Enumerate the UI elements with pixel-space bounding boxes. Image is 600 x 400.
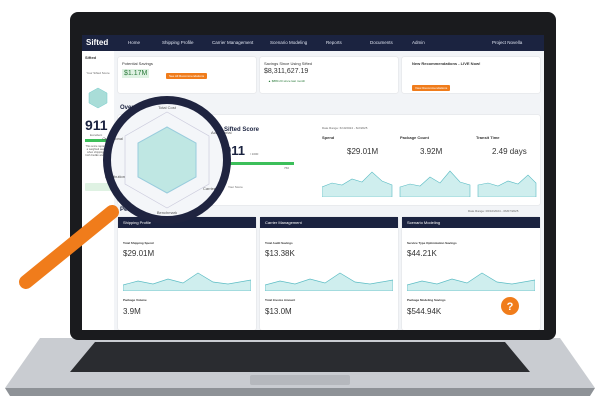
button[interactable]: View Recommendations [412,85,451,91]
nav-item[interactable]: Home [128,40,141,45]
button[interactable]: See All Recommendations [166,73,208,79]
score-label: Your Sifted Score [86,71,110,75]
sparkline [123,272,251,291]
radar-grid [124,111,210,209]
radar [137,126,197,194]
trackpad [250,375,350,385]
sparkline [265,272,393,291]
score-title: Sifted Score [224,127,260,133]
score-max: / 1000 [250,152,259,156]
perf-card-title[interactable]: Carrier Management [260,217,398,228]
metric-value: 3.9M [123,307,141,316]
sidebar-widget [85,183,111,191]
metric-label: Package Modeling Savings [407,298,446,302]
nav-item[interactable]: Scenario Modeling [270,40,308,45]
metric-label: Total Audit Savings [265,241,293,245]
user[interactable]: Project Novella [492,40,523,45]
keyboard [70,342,530,372]
magnifier-handle [19,205,119,289]
sidebar-score: 911 [85,117,108,133]
card-title: New Recommendations - LIVE Now! [412,61,481,66]
card-title: Potential Savings [122,61,153,66]
date-range: Date Range: 6/10/2024 - 6/2/2025 [322,126,368,130]
perf-card [260,217,398,330]
kpi-label: Package Count [400,135,429,140]
logo[interactable]: Sifted [86,38,109,47]
screen: Sifted Home Shipping Profile Carrier Man… [82,35,544,330]
lens-rim [103,96,231,224]
nav-bar [82,35,544,51]
radar-label: Distribution [105,174,125,179]
metric-value: $13.38K [265,249,295,258]
card-title: Savings Since Using Sifted [264,61,313,66]
metric-label: Package Volume [123,298,147,302]
metric-value: $44.21K [407,249,437,258]
radar-label: Benchmark [157,210,177,215]
help-button[interactable] [501,297,519,315]
nav-item[interactable]: Carrier Management [212,40,254,45]
rating-bar [85,139,111,142]
card-value: $1.17M [122,69,150,78]
sparklines [322,170,537,197]
perf-card [118,217,256,330]
card [260,57,398,93]
kpi-value: $29.01M [347,147,379,156]
metric-value: $13.0M [265,307,292,316]
score-note: This score represents a weighted average… [85,145,111,157]
radar-label: Carrier [203,186,216,191]
rating: Excellent [90,133,103,137]
nav-item[interactable]: Shipping Profile [162,40,194,45]
mini-radar [88,87,108,109]
laptop-edge [5,388,595,396]
perf-card-title[interactable]: Scenario Modeling [402,217,540,228]
metric-label: Service Type Optimization Savings [407,241,457,245]
sidebar-heading: Sifted [85,55,97,60]
card-value: $8,311,627.19 [264,68,309,75]
date-range: Date Range: 06/10/2024 - 06/07/2025 [468,209,519,213]
kpi-label: Spend [322,135,335,140]
kpi-label: Transit Time [476,135,500,140]
radar-label: Total Cost [158,105,177,110]
sparkline [407,272,535,291]
perf-card-title[interactable]: Shipping Profile [118,217,256,228]
kpi-value: 2.49 days [492,147,527,156]
metric-value: $29.01M [123,249,155,258]
metric-label: Total Shipping Spend [123,241,154,245]
benchmark: 760 [284,166,290,170]
score-bar [224,162,294,165]
help-icon[interactable]: ? [507,301,514,313]
card-delta: ▲ $880.20 since last month [268,79,306,83]
nav-item[interactable]: Reports [326,40,342,45]
legend: Your Score [228,185,243,189]
metric-label: Total Invoice Amount [265,298,296,302]
metric-value: $544.94K [407,307,442,316]
nav-item[interactable]: Admin [412,40,425,45]
kpi-value: 3.92M [420,147,443,156]
nav-item[interactable]: Documents [370,40,393,45]
